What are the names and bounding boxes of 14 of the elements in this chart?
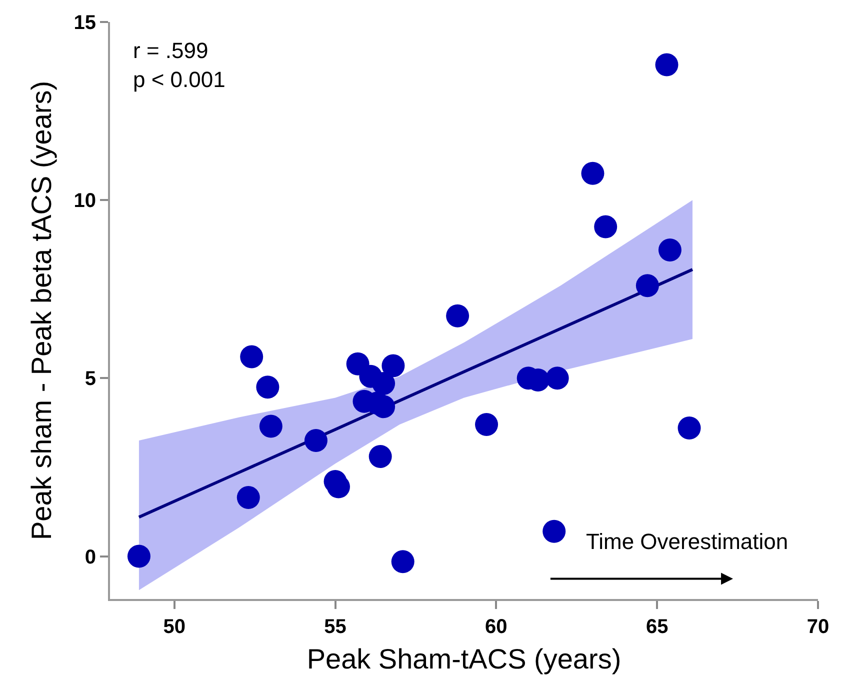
y-tick-label: 10 bbox=[74, 190, 96, 212]
y-tick-label: 0 bbox=[84, 546, 96, 568]
annotation: p < 0.001 bbox=[133, 67, 226, 92]
x-tick-label: 70 bbox=[806, 616, 830, 638]
annotation: Time Overestimation bbox=[586, 529, 788, 554]
x-axis-title: Peak Sham-tACS (years) bbox=[306, 644, 622, 675]
y-tick-label: 15 bbox=[74, 12, 96, 34]
x-tick-label: 50 bbox=[163, 616, 186, 638]
x-tick-label: 65 bbox=[646, 616, 668, 638]
y-tick-label: 5 bbox=[84, 368, 96, 390]
x-tick-label: 60 bbox=[485, 616, 508, 638]
x-tick-label: 55 bbox=[324, 616, 346, 638]
annotation: r = .599 bbox=[133, 38, 208, 63]
y-axis-title: Peak sham - Peak beta tACS (years) bbox=[26, 80, 57, 540]
